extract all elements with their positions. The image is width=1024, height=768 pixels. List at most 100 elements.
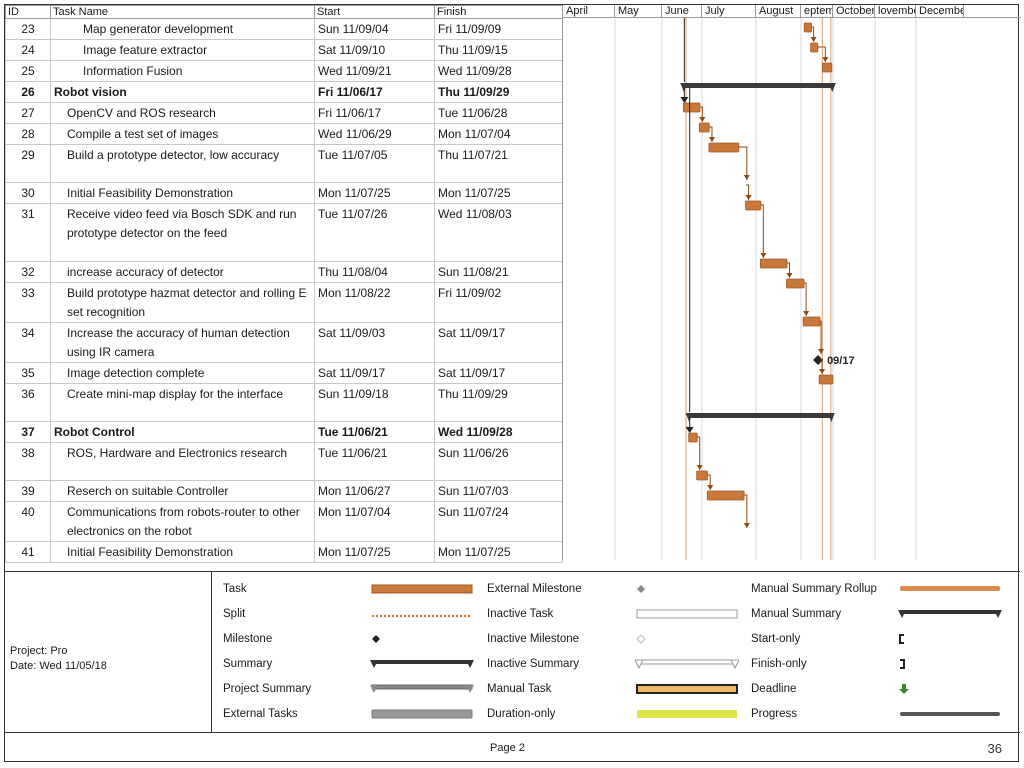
task-name[interactable]: Increase the accuracy of human detection… — [50, 322, 315, 363]
task-finish[interactable]: Mon 11/07/04 — [434, 123, 563, 145]
task-start[interactable]: Sun 11/09/18 — [314, 383, 435, 422]
task-start[interactable]: Sat 11/09/17 — [314, 362, 435, 384]
table-row[interactable]: 41 Initial Feasibility Demonstration Mon 1… — [5, 541, 563, 563]
table-row[interactable]: 27 OpenCV and ROS research Fri 11/06/17 Tue… — [5, 102, 563, 124]
task-finish[interactable]: Sun 11/08/21 — [434, 261, 563, 283]
task-finish[interactable]: Thu 11/09/15 — [434, 39, 563, 61]
task-start[interactable]: Mon 11/07/25 — [314, 541, 435, 563]
task-id[interactable]: 38 — [5, 442, 51, 481]
table-row[interactable]: 31 Receive video feed via Bosch SDK and … — [5, 203, 563, 262]
task-name[interactable]: Information Fusion — [50, 60, 315, 82]
task-finish[interactable]: Mon 11/07/25 — [434, 182, 563, 204]
task-id[interactable]: 30 — [5, 182, 51, 204]
task-name[interactable]: Initial Feasibility Demonstration — [50, 182, 315, 204]
task-name[interactable]: Map generator development — [50, 18, 315, 40]
task-start[interactable]: Thu 11/08/04 — [314, 261, 435, 283]
task-start[interactable]: Sun 11/09/04 — [314, 18, 435, 40]
task-id[interactable]: 35 — [5, 362, 51, 384]
table-row[interactable]: 26 Robot vision Fri 11/06/17 Thu 11/09/29 — [5, 81, 563, 103]
table-row[interactable]: 35 Image detection complete Sat 11/09/17 Sa… — [5, 362, 563, 384]
task-start[interactable]: Mon 11/07/25 — [314, 182, 435, 204]
task-name[interactable]: Robot vision — [50, 81, 315, 103]
dependency-arrow — [743, 175, 750, 180]
task-finish[interactable]: Wed 11/09/28 — [434, 60, 563, 82]
task-id[interactable]: 25 — [5, 60, 51, 82]
task-id[interactable]: 23 — [5, 18, 51, 40]
column-header-start[interactable]: Start — [314, 5, 435, 19]
task-id[interactable]: 33 — [5, 282, 51, 323]
task-finish[interactable]: Mon 11/07/25 — [434, 541, 563, 563]
task-finish[interactable]: Thu 11/09/29 — [434, 383, 563, 422]
task-start[interactable]: Tue 11/06/21 — [314, 421, 435, 443]
task-name[interactable]: Build a prototype detector, low accuracy — [50, 144, 315, 183]
column-header-finish[interactable]: Finish — [434, 5, 563, 19]
task-id[interactable]: 29 — [5, 144, 51, 183]
task-id[interactable]: 27 — [5, 102, 51, 124]
column-header-task-name[interactable]: Task Name — [50, 5, 315, 19]
task-start[interactable]: Sat 11/09/10 — [314, 39, 435, 61]
task-id[interactable]: 36 — [5, 383, 51, 422]
task-id[interactable]: 28 — [5, 123, 51, 145]
table-row[interactable]: 34 Increase the accuracy of human detect… — [5, 322, 563, 363]
task-start[interactable]: Fri 11/06/17 — [314, 102, 435, 124]
task-finish[interactable]: Sun 11/07/03 — [434, 480, 563, 502]
task-start[interactable]: Tue 11/07/05 — [314, 144, 435, 183]
table-row[interactable]: 23 Map generator development Sun 11/09/04 F… — [5, 18, 563, 40]
task-finish[interactable]: Thu 11/07/21 — [434, 144, 563, 183]
task-name[interactable]: OpenCV and ROS research — [50, 102, 315, 124]
table-row[interactable]: 28 Compile a test set of images Wed 11/06… — [5, 123, 563, 145]
table-row[interactable]: 36 Create mini-map display for the interf… — [5, 383, 563, 422]
task-start[interactable]: Tue 11/07/26 — [314, 203, 435, 262]
column-header-id[interactable]: ID — [5, 5, 51, 19]
task-start[interactable]: Mon 11/07/04 — [314, 501, 435, 542]
task-id[interactable]: 32 — [5, 261, 51, 283]
task-start[interactable]: Wed 11/09/21 — [314, 60, 435, 82]
task-finish[interactable]: Sun 11/06/26 — [434, 442, 563, 481]
task-name[interactable]: Image detection complete — [50, 362, 315, 384]
task-id[interactable]: 26 — [5, 81, 51, 103]
task-id[interactable]: 40 — [5, 501, 51, 542]
task-name[interactable]: Image feature extractor — [50, 39, 315, 61]
table-row[interactable]: 37 Robot Control Tue 11/06/21 Wed 11/09/28 — [5, 421, 563, 443]
table-row[interactable]: 29 Build a prototype detector, low accura… — [5, 144, 563, 183]
table-row[interactable]: 39 Reserch on suitable Controller Mon 11/0… — [5, 480, 563, 502]
task-name[interactable]: Build prototype hazmat detector and roll… — [50, 282, 315, 323]
task-start[interactable]: Fri 11/06/17 — [314, 81, 435, 103]
table-row[interactable]: 40 Communications from robots-router to o… — [5, 501, 563, 542]
task-finish[interactable]: Tue 11/06/28 — [434, 102, 563, 124]
table-row[interactable]: 24 Image feature extractor Sat 11/09/10 Thu… — [5, 39, 563, 61]
task-name[interactable]: Robot Control — [50, 421, 315, 443]
table-row[interactable]: 30 Initial Feasibility Demonstration Mon 1… — [5, 182, 563, 204]
table-row[interactable]: 25 Information Fusion Wed 11/09/21 Wed 11/0… — [5, 60, 563, 82]
task-finish[interactable]: Sat 11/09/17 — [434, 362, 563, 384]
task-name[interactable]: Create mini-map display for the interfac… — [50, 383, 315, 422]
task-id[interactable]: 37 — [5, 421, 51, 443]
task-name[interactable]: Compile a test set of images — [50, 123, 315, 145]
task-finish[interactable]: Thu 11/09/29 — [434, 81, 563, 103]
task-id[interactable]: 31 — [5, 203, 51, 262]
task-finish[interactable]: Sat 11/09/17 — [434, 322, 563, 363]
task-name[interactable]: ROS, Hardware and Electronics research — [50, 442, 315, 481]
task-finish[interactable]: Sun 11/07/24 — [434, 501, 563, 542]
task-finish[interactable]: Wed 11/09/28 — [434, 421, 563, 443]
task-id[interactable]: 39 — [5, 480, 51, 502]
task-name[interactable]: Initial Feasibility Demonstration — [50, 541, 315, 563]
task-name[interactable]: Communications from robots-router to oth… — [50, 501, 315, 542]
task-id[interactable]: 24 — [5, 39, 51, 61]
task-id[interactable]: 34 — [5, 322, 51, 363]
task-name[interactable]: increase accuracy of detector — [50, 261, 315, 283]
table-row[interactable]: 32 increase accuracy of detector Thu 11/0… — [5, 261, 563, 283]
task-finish[interactable]: Wed 11/08/03 — [434, 203, 563, 262]
task-name[interactable]: Receive video feed via Bosch SDK and run… — [50, 203, 315, 262]
task-start[interactable]: Wed 11/06/29 — [314, 123, 435, 145]
task-finish[interactable]: Fri 11/09/09 — [434, 18, 563, 40]
task-name[interactable]: Reserch on suitable Controller — [50, 480, 315, 502]
task-start[interactable]: Mon 11/08/22 — [314, 282, 435, 323]
task-id[interactable]: 41 — [5, 541, 51, 563]
task-start[interactable]: Tue 11/06/21 — [314, 442, 435, 481]
table-row[interactable]: 38 ROS, Hardware and Electronics research… — [5, 442, 563, 481]
table-row[interactable]: 33 Build prototype hazmat detector and ro… — [5, 282, 563, 323]
task-finish[interactable]: Fri 11/09/02 — [434, 282, 563, 323]
task-start[interactable]: Sat 11/09/03 — [314, 322, 435, 363]
task-start[interactable]: Mon 11/06/27 — [314, 480, 435, 502]
